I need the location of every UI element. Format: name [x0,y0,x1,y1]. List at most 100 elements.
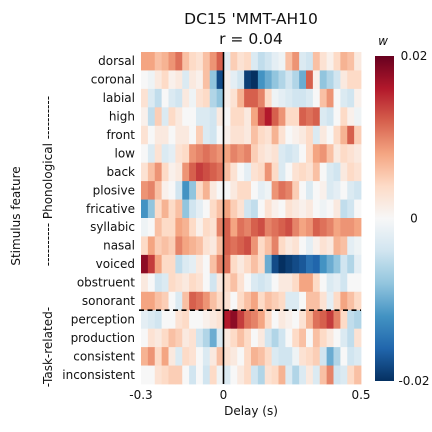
heatmap-cell [223,125,231,145]
heatmap-cell [271,162,279,182]
row-label-plosive: plosive [93,183,135,197]
heatmap-cell [264,218,273,237]
row-labels: dorsal coronal labial high front low back plosi… [62,54,135,382]
heatmap-cell [251,107,259,127]
heatmap-cell [216,310,224,330]
heatmap-cell [147,218,156,237]
heatmap-cell [230,162,238,182]
heatmap-cell [306,88,314,108]
heatmap-cell [189,236,197,256]
heatmap-cell [333,310,341,330]
heatmap-cell [141,88,149,108]
heatmap-cell [264,254,273,274]
heatmap-cell [237,254,245,274]
heatmap-cell [141,328,149,348]
heatmap-cell [306,254,314,274]
heatmap-cell [216,273,224,293]
heatmap-cell [292,70,300,90]
heatmap-cell [340,181,348,200]
heatmap-cell [168,144,176,164]
heatmap-cell [354,181,362,200]
heatmap-cell [354,199,362,219]
heatmap-cell [306,52,314,71]
heatmap-cell [161,52,169,71]
heatmap-cell [333,125,341,145]
heatmap-cell [175,144,183,164]
heatmap-cell [312,144,321,164]
heatmap-cell [292,125,300,145]
heatmap-cell [312,236,321,256]
heatmap-cell [168,52,176,71]
heatmap-cell [182,88,190,108]
heatmap-cell [230,310,238,330]
heatmap-cell [196,236,204,256]
heatmap-cell [182,162,190,182]
heatmap-cell [285,52,293,71]
heatmap-cell [340,107,348,127]
heatmap-cell [154,365,163,385]
row-label-high: high [109,110,135,124]
heatmap-cell [312,199,321,219]
heatmap-cell [271,125,279,145]
heatmap-cell [278,273,286,293]
heatmap-cell [251,328,259,348]
heatmap-cell [161,310,169,330]
heatmap-cell [285,365,293,385]
heatmap-cell [326,70,334,90]
heatmap-cell [237,52,245,71]
heatmap-cell [312,52,321,71]
heatmap-cell [196,273,204,293]
heatmap-cell [333,365,341,385]
heatmap-cell [223,199,231,219]
heatmap-cell [175,218,183,237]
heatmap-cell [285,70,293,90]
heatmap-cell [264,70,273,90]
heatmap-cell [161,218,169,237]
heatmap-cell [196,218,204,237]
heatmap-cell [299,181,307,200]
heatmap-cell [278,162,286,182]
heatmap-cell [189,291,197,311]
heatmap-cell [202,144,211,164]
heatmap-cell [147,52,156,71]
heatmap-cell [319,125,328,145]
row-label-dorsal: dorsal [98,54,135,68]
heatmap-cell [147,273,156,293]
heatmap-cell [202,310,211,330]
heatmap-cell [244,273,252,293]
heatmap-cell [251,254,259,274]
heatmap-cell [347,310,355,330]
heatmap-cell [312,107,321,127]
heatmap-cell [299,254,307,274]
heatmap-cell [237,273,245,293]
heatmap-cell [182,107,190,127]
heatmap-cell [141,218,149,237]
heatmap-cell [168,347,176,366]
heatmap-cell [354,162,362,182]
heatmap-cell [189,254,197,274]
heatmap-cell [292,162,300,182]
group-labels: ---------- Phonological ---------- -Task-… [41,96,55,387]
heatmap-cell [319,347,328,366]
heatmap-cell [182,144,190,164]
heatmap-cell [354,125,362,145]
heatmap-cell [223,291,231,311]
heatmap-cell [326,52,334,71]
heatmap-cell [147,125,156,145]
heatmap-cell [306,125,314,145]
heatmap-cell [257,181,266,200]
heatmap-cell [312,347,321,366]
heatmap-cell [326,199,334,219]
heatmap-cell [257,107,266,127]
heatmap-cell [292,52,300,71]
heatmap-cell [354,218,362,237]
heatmap-cell [257,236,266,256]
heatmap-cell [216,181,224,200]
heatmap-cell [299,218,307,237]
heatmap-cell [209,328,218,348]
heatmap-cell [237,218,245,237]
heatmap-cell [216,88,224,108]
heatmap-cell [306,347,314,366]
heatmap-cell [141,254,149,274]
heatmap-cell [216,70,224,90]
